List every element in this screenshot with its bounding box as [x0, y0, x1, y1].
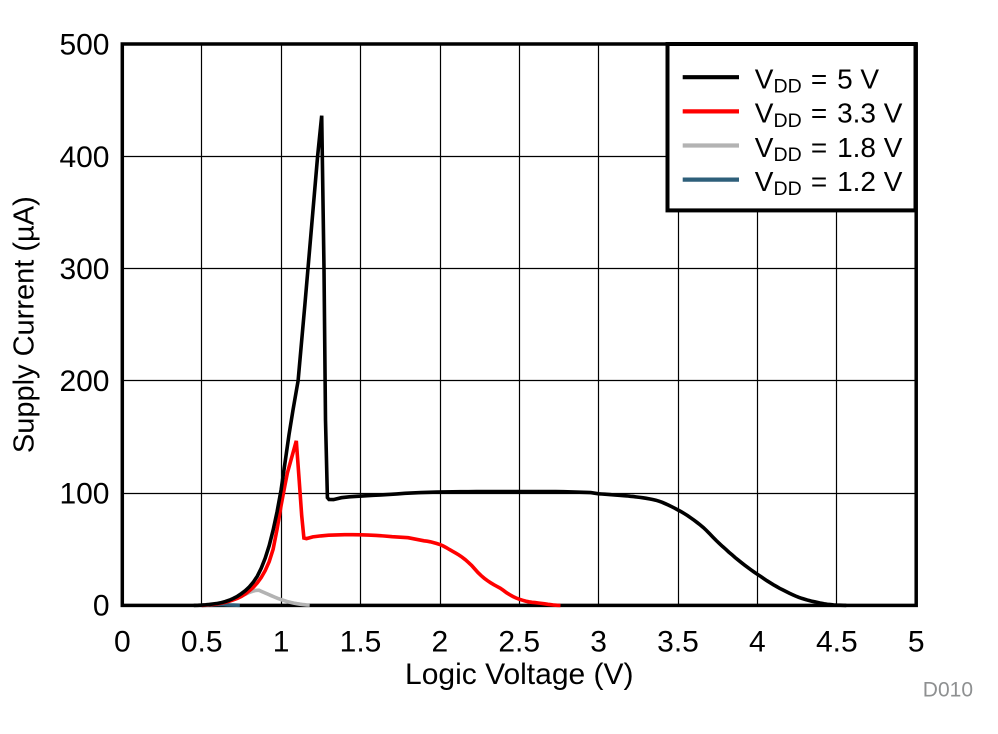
svg-text:5: 5: [908, 626, 925, 659]
svg-text:0.5: 0.5: [181, 626, 223, 659]
svg-text:D010: D010: [923, 679, 973, 702]
svg-text:VDD = 1.2 V: VDD = 1.2 V: [755, 166, 903, 200]
svg-text:1: 1: [273, 626, 290, 659]
svg-text:2: 2: [432, 626, 449, 659]
svg-text:4.5: 4.5: [816, 626, 858, 659]
svg-text:0: 0: [93, 590, 110, 623]
svg-text:500: 500: [59, 28, 109, 61]
svg-text:3: 3: [590, 626, 607, 659]
svg-text:1.5: 1.5: [340, 626, 382, 659]
svg-text:0: 0: [114, 626, 131, 659]
svg-text:4: 4: [749, 626, 766, 659]
svg-text:Logic Voltage (V): Logic Voltage (V): [405, 658, 633, 691]
svg-text:300: 300: [59, 253, 109, 286]
svg-text:Supply Current (µA): Supply Current (µA): [9, 196, 41, 453]
svg-text:VDD = 5 V: VDD = 5 V: [755, 64, 880, 98]
svg-text:400: 400: [59, 141, 109, 174]
svg-text:200: 200: [59, 365, 109, 398]
svg-text:2.5: 2.5: [498, 626, 540, 659]
svg-text:100: 100: [59, 478, 109, 511]
svg-text:3.5: 3.5: [657, 626, 699, 659]
